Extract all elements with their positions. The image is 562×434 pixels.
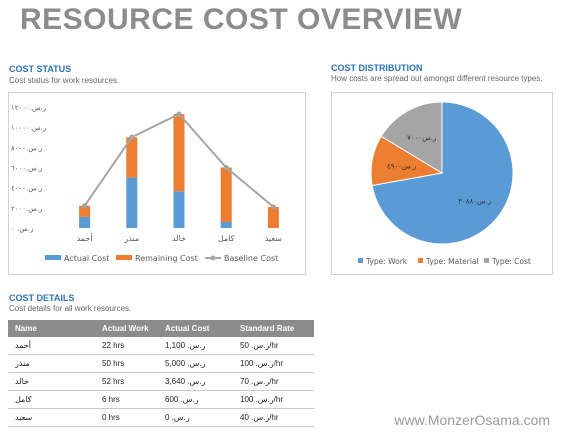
column-header-actual-cost[interactable]: Actual Cost	[158, 320, 233, 337]
cost-distribution-heading: COST DISTRIBUTION	[331, 63, 423, 73]
cell-name: منذر	[8, 354, 95, 373]
legend-label: Type: Material	[425, 257, 479, 266]
bar-actual-cost	[220, 221, 232, 228]
y-tick-label: ر.س.١٢٠٠٠	[11, 104, 46, 112]
column-header-standard-rate[interactable]: Standard Rate	[233, 320, 314, 337]
bar-remaining-cost	[79, 205, 91, 217]
bar-remaining-cost	[220, 167, 232, 222]
table-row[interactable]: كامل 6 hrs ر.س.‏ 600 ر.س.‏ 100/hr	[8, 390, 314, 409]
cell-actual-work: 50 hrs	[95, 354, 158, 373]
legend-swatch-icon	[484, 258, 489, 263]
table-row[interactable]: سعيد 0 hrs ر.س.‏ 0 ر.س.‏ 40/hr	[8, 408, 314, 427]
cost-details-subtitle: Cost details for all work resources.	[9, 304, 132, 313]
y-tick-label: ر.س.٢٠٠٠	[11, 205, 42, 213]
bar-actual-cost	[173, 191, 185, 228]
cost-status-chart[interactable]: ر.س. ٠ ر.س.٢٠٠٠ ر.س.٤٠٠٠ ر.س.٦٠٠٠ ر.س.٨٠٠٠ ر.…	[8, 92, 306, 275]
cell-standard-rate: ر.س.‏ 70/hr	[233, 372, 314, 391]
bar-remaining-cost	[173, 114, 185, 192]
y-tick-label: ر.س.٤٠٠٠	[11, 185, 42, 193]
legend-label: Baseline Cost	[224, 254, 278, 263]
cost-status-subtitle: Cost status for work resources.	[9, 76, 120, 85]
baseline-cost-point	[223, 164, 229, 171]
baseline-cost-point	[176, 111, 182, 117]
column-header-name[interactable]: Name	[8, 320, 95, 337]
baseline-cost-point	[270, 204, 276, 210]
cost-details-table: Name Actual Work Actual Cost Standard Ra…	[8, 320, 314, 427]
cell-actual-cost: ر.س.‏ 600	[158, 390, 233, 409]
table-row[interactable]: خالد 52 hrs ر.س.‏ 3,640 ر.س.‏ 70/hr	[8, 372, 314, 391]
cell-name: سعيد	[8, 408, 95, 427]
cost-status-heading: COST STATUS	[9, 64, 72, 74]
cell-name: كامل	[8, 390, 95, 409]
cell-standard-rate: ر.س.‏ 50/hr	[233, 337, 314, 355]
bar-actual-cost	[126, 177, 138, 228]
legend-swatch-icon	[45, 255, 61, 260]
bar-actual-cost	[79, 216, 91, 228]
bar-remaining-cost	[126, 137, 138, 178]
pie-data-label: ر.س٧٠٠٠	[407, 134, 436, 142]
cell-actual-cost: ر.س.‏ 5,000	[158, 354, 233, 373]
x-tick-label: كامل	[218, 234, 235, 243]
cell-standard-rate: ر.س.‏ 100/hr	[233, 354, 314, 373]
cell-name: خالد	[8, 372, 95, 391]
cell-actual-work: 52 hrs	[95, 372, 158, 391]
cost-distribution-chart-svg: ر.س٣٠٨٨٠ ر.س٤٩٠٠ ر.س٧٠٠٠ Type: Work Type: Ma…	[358, 101, 531, 266]
y-tick-label: ر.س. ٠	[11, 225, 33, 233]
legend-label: Type: Work	[365, 257, 408, 266]
cell-actual-cost: ر.س.‏ 3,640	[158, 372, 233, 391]
cell-actual-cost: ر.س.‏ 0	[158, 408, 233, 427]
cell-actual-work: 22 hrs	[95, 337, 158, 355]
table-row[interactable]: منذر 50 hrs ر.س.‏ 5,000 ر.س.‏ 100/hr	[8, 354, 314, 373]
column-header-actual-work[interactable]: Actual Work	[95, 320, 158, 337]
pie-slice	[380, 101, 443, 174]
cell-actual-cost: ر.س.‏ 1,100	[158, 337, 233, 355]
baseline-cost-point	[129, 134, 135, 140]
cell-standard-rate: ر.س.‏ 100/hr	[233, 390, 314, 409]
legend-label: Type: Cost	[491, 257, 531, 266]
legend-swatch-icon	[418, 258, 423, 263]
legend-label: Remaining Cost	[135, 254, 198, 263]
table-row[interactable]: أحمد 22 hrs ر.س.‏ 1,100 ر.س.‏ 50/hr	[8, 337, 314, 355]
cell-name: أحمد	[8, 337, 95, 355]
y-tick-label: ر.س.١٠٠٠٠	[11, 124, 46, 132]
x-tick-label: خالد	[172, 234, 186, 243]
pie-data-label: ر.س٣٠٨٨٠	[458, 197, 491, 205]
cell-standard-rate: ر.س.‏ 40/hr	[233, 408, 314, 427]
legend-swatch-icon	[358, 258, 363, 263]
table-header-row: Name Actual Work Actual Cost Standard Ra…	[8, 320, 314, 337]
x-tick-label: منذر	[123, 234, 139, 243]
cost-distribution-chart[interactable]: ر.س٣٠٨٨٠ ر.س٤٩٠٠ ر.س٧٠٠٠ Type: Work Type: Ma…	[331, 92, 553, 275]
bar-remaining-cost	[267, 207, 279, 228]
y-tick-label: ر.س.٨٠٠٠	[11, 144, 42, 152]
pie-data-label: ر.س٤٩٠٠	[387, 163, 416, 171]
legend-marker-icon	[210, 255, 216, 261]
x-tick-label: سعيد	[265, 234, 282, 243]
cell-actual-work: 0 hrs	[95, 408, 158, 427]
cost-distribution-subtitle: How costs are spread out amongst differe…	[331, 74, 543, 83]
x-tick-label: أحمد	[77, 233, 93, 243]
cost-details-heading: COST DETAILS	[9, 293, 75, 303]
legend-swatch-icon	[116, 255, 132, 260]
legend-label: Actual Cost	[64, 254, 109, 263]
cell-actual-work: 6 hrs	[95, 390, 158, 409]
page-title: RESOURCE COST OVERVIEW	[20, 3, 463, 36]
baseline-cost-point	[82, 203, 88, 209]
cost-status-chart-svg: ر.س. ٠ ر.س.٢٠٠٠ ر.س.٤٠٠٠ ر.س.٦٠٠٠ ر.س.٨٠٠٠ ر.…	[11, 104, 282, 263]
y-tick-label: ر.س.٦٠٠٠	[11, 165, 42, 173]
watermark: www.MonzerOsama.com	[394, 412, 550, 428]
